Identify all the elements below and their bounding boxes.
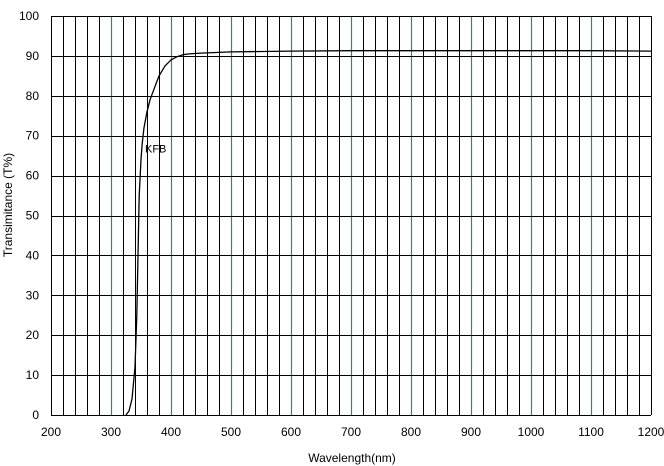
x-tick-label: 600 — [281, 425, 301, 439]
series-group — [125, 50, 652, 416]
x-tick-label: 1200 — [638, 425, 664, 439]
x-tick-label: 900 — [461, 425, 481, 439]
y-tick-label: 30 — [26, 288, 40, 302]
x-tick-label: 1000 — [518, 425, 545, 439]
series-line-kfb — [125, 50, 652, 416]
y-tick-label: 50 — [26, 209, 40, 223]
y-tick-label: 0 — [32, 408, 39, 422]
y-tick-label: 10 — [26, 368, 40, 382]
x-tick-label: 700 — [341, 425, 361, 439]
y-tick-label: 100 — [19, 9, 39, 23]
x-tick-label: 800 — [401, 425, 421, 439]
x-tick-label: 500 — [221, 425, 241, 439]
x-tick-label: 1100 — [578, 425, 604, 439]
curve-annotation: KFB — [145, 144, 166, 156]
x-axis-label: Wavelength(nm) — [308, 451, 396, 465]
y-tick-label: 70 — [26, 129, 40, 143]
x-tick-label: 300 — [101, 425, 121, 439]
grid — [51, 16, 652, 416]
x-tick-label: 200 — [41, 425, 61, 439]
x-tick-label: 400 — [161, 425, 181, 439]
tick-labels: 200 300 400 500 600 700 800 900 1000 1100 1200 0 10 2… — [19, 9, 664, 439]
y-tick-label: 20 — [26, 328, 40, 342]
y-tick-label: 90 — [26, 49, 40, 63]
y-tick-label: 60 — [26, 169, 40, 183]
annotations: KFB — [145, 144, 166, 156]
y-tick-label: 80 — [26, 89, 40, 103]
y-axis-label: Transimitance (T%) — [1, 153, 15, 257]
y-tick-label: 40 — [26, 248, 40, 262]
